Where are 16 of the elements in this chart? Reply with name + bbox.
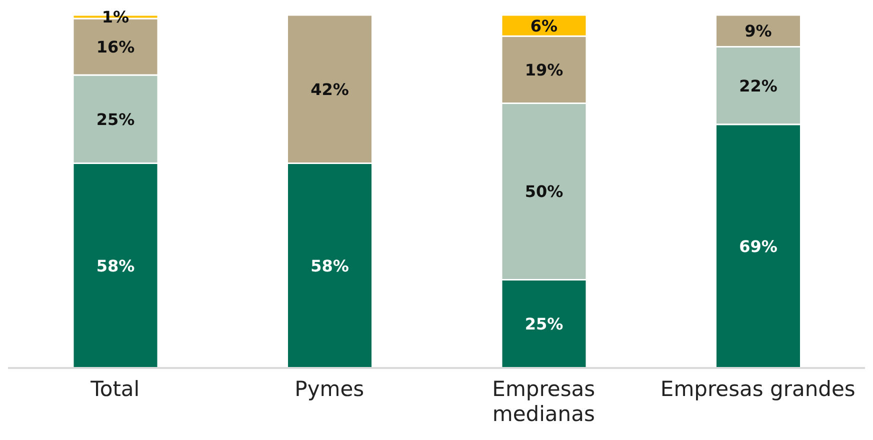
data-label: 42% bbox=[310, 80, 349, 99]
x-tick-label: Empresas medianas bbox=[492, 377, 596, 426]
data-label: 69% bbox=[739, 236, 778, 256]
x-tick-label: Total bbox=[90, 377, 140, 401]
data-label: 6% bbox=[530, 16, 558, 36]
x-tick-label: Empresas grandes bbox=[660, 377, 856, 401]
data-label: 25% bbox=[96, 110, 135, 129]
data-label: 58% bbox=[310, 256, 349, 276]
data-label: 58% bbox=[96, 256, 135, 276]
x-tick-label: Pymes bbox=[294, 377, 364, 401]
data-label: 25% bbox=[524, 314, 564, 334]
data-label: 16% bbox=[96, 37, 135, 56]
data-label: 50% bbox=[524, 182, 564, 202]
data-label: 19% bbox=[524, 60, 564, 80]
data-label: 9% bbox=[744, 22, 772, 41]
data-label: 22% bbox=[739, 76, 778, 96]
